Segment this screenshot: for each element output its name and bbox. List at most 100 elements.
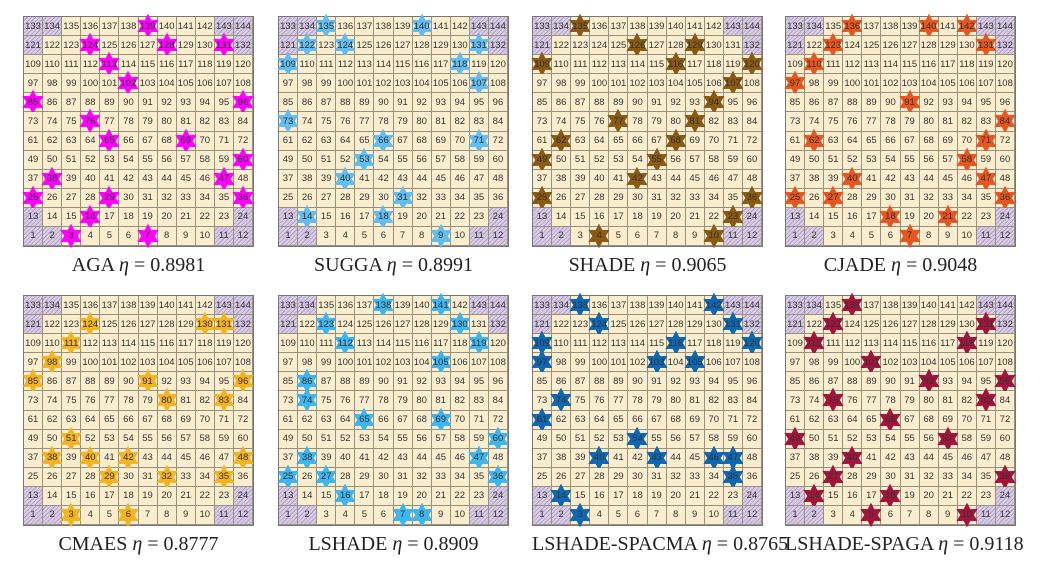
turbine-star-icon xyxy=(607,109,630,134)
grid-cell: 45 xyxy=(685,169,705,189)
cell-number: 68 xyxy=(161,414,172,426)
cell-number: 77 xyxy=(866,115,877,127)
cell-number: 122 xyxy=(553,39,570,51)
cell-number: 38 xyxy=(555,173,567,185)
grid-cell: 107 xyxy=(469,353,489,373)
grid-cell: 25 xyxy=(279,188,299,208)
cell-number: 59 xyxy=(727,154,739,166)
cell-number: 65 xyxy=(613,414,624,426)
cell-number: 106 xyxy=(958,77,975,89)
turbine-star-icon xyxy=(372,292,395,318)
cell-number: 131 xyxy=(977,39,994,51)
cell-number: 17 xyxy=(866,490,877,502)
grid-cell: 44 xyxy=(412,448,432,468)
cell-number: 79 xyxy=(651,115,662,127)
grid-cell: 123 xyxy=(571,315,591,335)
cell-number: 9 xyxy=(945,230,951,242)
algorithm-name: LSHADE xyxy=(308,533,388,555)
grid-cell: 103 xyxy=(647,74,667,94)
cell-number: 56 xyxy=(923,154,934,166)
cell-number: 94 xyxy=(961,96,973,108)
cell-number: 9 xyxy=(692,230,698,242)
grid-cell: 75 xyxy=(317,112,337,132)
cell-number: 66 xyxy=(885,135,896,147)
grid-cell: 65 xyxy=(609,410,629,430)
cell-number: 106 xyxy=(196,77,213,89)
grid-cell: 53 xyxy=(862,150,882,170)
cell-number: 91 xyxy=(142,375,153,387)
cell-number: 116 xyxy=(668,337,684,349)
grid-cell: 16 xyxy=(334,483,356,509)
cell-number: 5 xyxy=(106,509,113,521)
cell-number: 43 xyxy=(397,173,408,185)
cell-number: 44 xyxy=(923,173,934,185)
grid-cell: 94 xyxy=(704,372,724,392)
grid-cell: 79 xyxy=(393,112,413,132)
grid-cell: 128 xyxy=(919,315,939,335)
cell-number: 72 xyxy=(999,414,1011,426)
cell-number: 117 xyxy=(433,337,449,349)
grid-cell: 57 xyxy=(685,429,705,449)
cell-number: 136 xyxy=(844,20,861,32)
cell-number: 106 xyxy=(705,77,722,89)
cell-number: 39 xyxy=(574,173,586,185)
cell-number: 3 xyxy=(323,509,329,521)
grid-cell: 73 xyxy=(277,109,299,134)
cell-number: 87 xyxy=(320,375,332,387)
cell-number: 66 xyxy=(123,135,134,147)
cell-number: 39 xyxy=(320,173,332,185)
cell-number: 110 xyxy=(299,58,315,70)
cell-number: 104 xyxy=(158,77,175,89)
grid-cell: 25 xyxy=(784,185,806,211)
grid-cell: 122 xyxy=(43,315,63,335)
turbine-star-icon xyxy=(645,349,668,375)
cell-number: 29 xyxy=(104,192,115,204)
cell-number: 34 xyxy=(454,192,466,204)
cell-number: 2 xyxy=(49,509,55,521)
grid-cell: 78 xyxy=(881,112,901,132)
cell-number: 129 xyxy=(177,39,194,51)
cell-number: 63 xyxy=(320,135,332,147)
grid-cell: 3 xyxy=(60,502,82,528)
grid-cell: 66 xyxy=(879,407,902,432)
cell-number: 10 xyxy=(454,509,466,521)
grid-cell: 6 xyxy=(117,502,140,528)
cell-number: 80 xyxy=(670,394,681,406)
cell-number: 129 xyxy=(432,318,449,330)
cell-number: 129 xyxy=(686,318,703,330)
grid-cell: 78 xyxy=(119,112,139,132)
cell-number: 71 xyxy=(980,135,992,147)
cell-number: 75 xyxy=(320,394,332,406)
cell-number: 62 xyxy=(46,414,58,426)
cell-number: 75 xyxy=(574,115,586,127)
grid-cell: 100 xyxy=(81,74,101,94)
cell-number: 84 xyxy=(492,115,504,127)
grid-cell: 37 xyxy=(279,169,299,189)
grid-cell: 35 xyxy=(469,467,489,487)
cell-number: 118 xyxy=(706,337,722,349)
grid-cell: 42 xyxy=(628,448,648,468)
grid-cell: 7 xyxy=(393,226,413,246)
grid-cell: 53 xyxy=(100,150,120,170)
cell-number: 44 xyxy=(923,452,934,464)
cell-number: 137 xyxy=(610,20,627,32)
cell-number: 115 xyxy=(394,337,411,349)
algorithm-name: CJADE xyxy=(823,254,887,276)
cell-number: 30 xyxy=(632,192,643,204)
cell-number: 28 xyxy=(85,192,96,204)
cell-number: 115 xyxy=(139,58,156,70)
grid-cell: 28 xyxy=(336,188,356,208)
turbine-star-icon xyxy=(213,32,235,58)
grid-cell: 89 xyxy=(100,372,120,392)
cell-number: 110 xyxy=(806,337,822,349)
cell-number: 115 xyxy=(394,58,411,70)
cell-number: 38 xyxy=(301,452,313,464)
grid-cell: 67 xyxy=(900,410,920,430)
grid-cell: 77 xyxy=(607,109,630,134)
cell-number: 135 xyxy=(63,299,80,311)
cell-number: 141 xyxy=(939,299,956,311)
grid-cell: 62 xyxy=(552,410,572,430)
cell-number: 13 xyxy=(536,211,548,223)
grid-cell: 14 xyxy=(296,204,318,230)
cell-number: 107 xyxy=(724,356,741,368)
